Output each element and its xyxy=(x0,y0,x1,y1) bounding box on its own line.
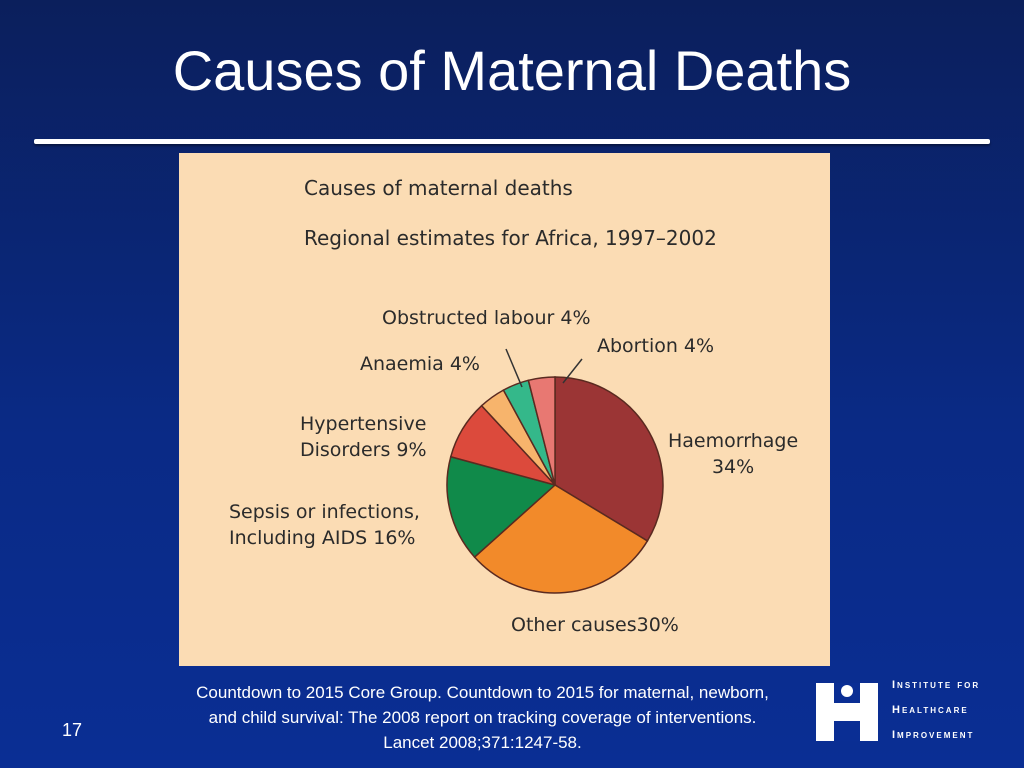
leader-obstructed-labour xyxy=(505,348,523,388)
slide-title: Causes of Maternal Deaths xyxy=(172,39,852,102)
label-anaemia: Anaemia 4% xyxy=(360,351,480,377)
pie-slice-haemorrhage xyxy=(554,376,664,542)
logo-line-1: Institute for xyxy=(892,679,981,691)
logo-line-2: Healthcare xyxy=(892,704,969,716)
label-sepsis: Sepsis or infections, Including AIDS 16% xyxy=(229,499,420,551)
label-haemorrhage-line1: Haemorrhage xyxy=(668,430,799,452)
label-obstructed-labour-line1: Obstructed labour 4% xyxy=(382,307,591,329)
pie-slice-other-causes xyxy=(473,484,649,594)
label-hypertensive-line1: Hypertensive xyxy=(300,413,427,435)
label-other-causes-line1: Other causes30% xyxy=(511,614,679,636)
label-abortion-line1: Abortion 4% xyxy=(597,335,715,357)
chart-subtitle: Regional estimates for Africa, 1997–2002 xyxy=(304,226,717,250)
pie-slice-abortion xyxy=(527,376,556,486)
label-hypertensive-line2: Disorders 9% xyxy=(300,439,427,461)
pie-slice-sepsis xyxy=(446,455,557,559)
chart-title: Causes of maternal deaths xyxy=(304,176,573,200)
label-sepsis-line1: Sepsis or infections, xyxy=(229,501,420,523)
label-other-causes: Other causes30% xyxy=(511,612,679,638)
logo-line-3: Improvement xyxy=(892,729,975,741)
label-hypertensive: Hypertensive Disorders 9% xyxy=(300,411,427,463)
citation: Countdown to 2015 Core Group. Countdown … xyxy=(196,683,769,752)
label-anaemia-line1: Anaemia 4% xyxy=(360,353,480,375)
ihi-logo-mark-icon xyxy=(816,683,878,741)
title-divider xyxy=(34,139,990,144)
label-haemorrhage: Haemorrhage 34% xyxy=(668,428,798,480)
label-abortion: Abortion 4% xyxy=(597,333,714,359)
chart-panel: Causes of maternal deaths Regional estim… xyxy=(179,153,830,666)
pie-chart xyxy=(446,348,664,594)
label-obstructed-labour: Obstructed labour 4% xyxy=(382,305,591,331)
leader-abortion xyxy=(562,358,583,384)
ihi-logo: Institute for Healthcare Improvement xyxy=(812,677,1002,747)
label-haemorrhage-line2: 34% xyxy=(711,456,755,478)
label-sepsis-line2: Including AIDS 16% xyxy=(229,527,416,549)
page-number: 17 xyxy=(62,720,83,740)
